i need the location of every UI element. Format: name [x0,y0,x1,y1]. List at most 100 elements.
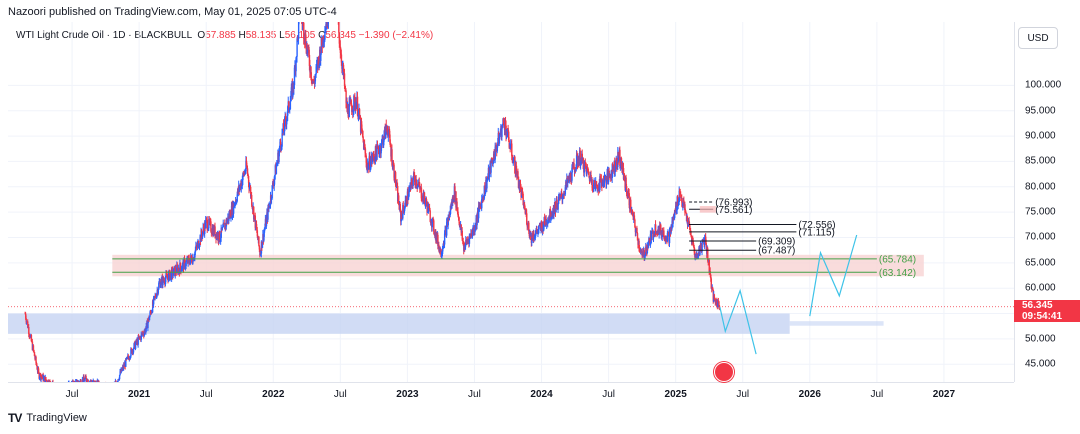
candle-body [630,199,632,212]
candle-body [437,234,439,246]
level-label: (75.561) [715,205,752,216]
last-price: 56.345 [1022,299,1053,311]
candle-body [677,196,679,207]
time-tick-label: 2023 [396,389,419,400]
candle-body [85,376,87,379]
price-axis[interactable]: 100.000 95.000 90.000 85.000 80.000 75.000 70.… [1014,22,1080,382]
candle-body [684,204,686,213]
candle-body [271,185,273,199]
us-flag-event-icon[interactable] [713,362,734,382]
candle-body [165,273,167,279]
candle-body [118,374,121,380]
candle-body [289,101,292,110]
candle-body [564,187,567,195]
level-label: (72.556) [798,220,835,231]
candle-body [563,193,566,195]
candle-body [636,233,639,241]
candle-body [457,216,460,218]
candle-body [446,222,448,236]
candle-body [494,146,496,160]
low-label: L [279,30,285,41]
price-chart[interactable]: (76.993) (75.561) (72.556) (71.115) (69.309)… [8,22,1014,382]
candle-body [536,229,538,232]
candle-body [476,215,478,226]
candle-body [79,381,81,382]
candle-body [556,199,558,207]
candle-body [130,348,132,357]
candle-body [673,210,676,218]
candle-body [365,155,367,163]
candle-body [147,322,149,329]
candle-body [324,32,326,40]
candle-body [628,193,630,206]
candle-body [394,172,397,186]
candle-body [137,336,139,345]
candle-body [134,343,137,349]
candle-body [714,299,717,303]
candle-body [399,204,401,210]
time-tick-label: Jul [333,389,347,400]
candle-body [599,176,601,190]
candle-body [361,128,363,131]
time-tick-label: Jul [602,389,615,400]
candle-body [680,194,682,198]
candle-body [642,252,644,257]
candle-body [638,240,640,249]
candle-body [408,189,410,197]
candle-body [718,301,720,306]
candle-body [205,220,207,229]
candle-body [158,283,160,290]
candle-body [37,368,40,373]
candle-body [117,379,119,382]
candle-body [415,179,417,187]
candle-body [246,168,249,175]
candle-body [381,140,383,148]
candle-body [261,243,264,248]
candle-body [414,174,416,182]
candle-body [295,58,297,72]
candle-body [214,226,216,237]
time-tick-label: 2025 [664,389,687,400]
candle-body [433,220,435,232]
candle-body [27,321,29,328]
candle-body [41,377,43,378]
candle-body [303,22,305,39]
currency-button[interactable]: USD [1018,27,1058,49]
price-tick-label: 45.000 [1025,358,1056,370]
candle-body [477,205,480,219]
candle-body [655,233,657,235]
candle-body [160,278,163,285]
candle-body [620,158,623,167]
level-label: (76.993) [715,198,752,209]
level-label: (65.784) [879,254,916,265]
candle-body [358,108,361,119]
time-tick-label: Jul [199,389,213,400]
candle-body [701,241,703,252]
candle-body [256,230,259,237]
candle-body [455,191,457,208]
candle-body [221,227,223,231]
time-axis[interactable]: Jul 2021 Jul 2022 Jul 2023 Jul 2024 Jul 2025 Jul 20… [8,382,1014,405]
candle-body [549,208,552,220]
candle-body [508,131,510,141]
candle-body [33,350,35,353]
symbol-name[interactable]: WTI Light Crude Oil · 1D · BLACKBULL [16,30,192,41]
candle-body [125,358,127,367]
brand-name: TradingView [26,412,87,424]
candle-body [645,246,648,252]
candle-body [682,202,684,206]
time-tick-label: 2026 [798,389,821,400]
candle-body [393,164,395,178]
candle-body [526,213,528,225]
candle-body [278,152,280,163]
candle-body [267,207,269,220]
candle-body [538,225,540,230]
candle-body [310,77,313,80]
candle-body [321,37,323,45]
candle-body [76,379,79,382]
candle-body [591,179,593,188]
candle-body [287,106,289,116]
time-tick-label: Jul [736,389,750,400]
open-value: 57.885 [205,30,236,41]
high-value: 58.135 [245,30,277,41]
